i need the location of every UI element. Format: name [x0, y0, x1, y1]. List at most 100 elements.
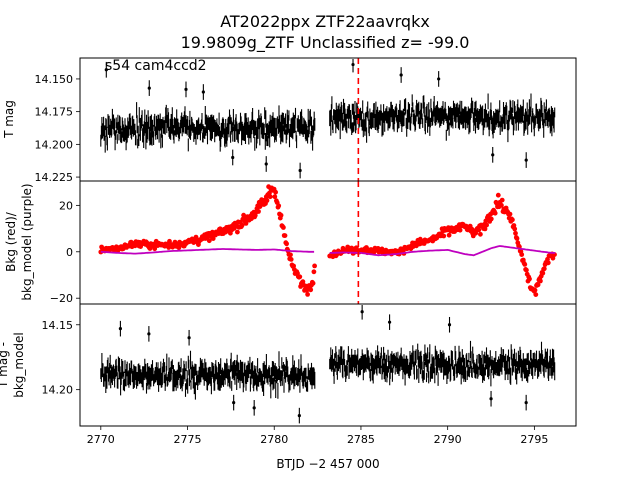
bkg-point [297, 274, 303, 280]
bkg-point [527, 276, 532, 282]
bkg-point [476, 227, 482, 233]
bkg-point [512, 226, 518, 232]
bkg-point [267, 194, 273, 200]
bkg-point [276, 203, 282, 209]
y-tick-label: 14.20 [42, 384, 74, 397]
bkg-point [291, 263, 296, 269]
bkg-points-segment-1 [98, 184, 317, 297]
bkg-point [499, 202, 504, 208]
outlier-point-marker [201, 90, 205, 94]
panel-top: 14.150 14.175 14.200 14.225 s54 cam4ccd2 T … [2, 57, 577, 184]
outlier-point-marker [524, 401, 528, 405]
panel-bottom: 14.15 14.20 2770 2775 2780 2785 2790 2795 T ma… [0, 303, 577, 471]
bottom-panel-frame [79, 303, 577, 427]
bkg-point [532, 287, 538, 293]
middle-panel-data [98, 184, 557, 297]
bkg-point [264, 198, 270, 203]
bkg-point [541, 266, 547, 272]
outlier-point-marker [351, 62, 355, 67]
bkg-point [278, 212, 284, 218]
bkg-point [273, 189, 278, 195]
bkg-point [379, 246, 385, 252]
bkg-point [513, 230, 518, 236]
outlier-point-marker [447, 323, 452, 327]
bkg-point [478, 231, 483, 237]
outlier-point-marker [387, 320, 392, 324]
bkg-point [499, 197, 505, 203]
x-axis-label: BTJD −2 457 000 [276, 457, 379, 471]
outlier-point-marker [184, 87, 188, 92]
y-tick-label: 14.15 [42, 319, 74, 332]
outlier-point-marker [147, 86, 151, 90]
bkg-point [545, 260, 551, 266]
x-tick-label: 2780 [260, 433, 288, 446]
y-tick-label: 14.175 [35, 106, 74, 119]
middle-panel-y-label: Bkg (red)/ bkg_model (purple) [4, 183, 34, 300]
outlier-point-marker [360, 310, 364, 314]
bkg-point [446, 232, 452, 238]
outlier-point-marker [489, 397, 493, 401]
bkg-point [533, 292, 539, 297]
data-errorbars-segment-2 [329, 93, 556, 143]
x-axis-ticks: 2770 2775 2780 2785 2790 2795 [87, 426, 548, 446]
data-errorbars-segment-2 [329, 340, 556, 387]
outlier-point-marker [399, 73, 403, 77]
outlier-point-marker [104, 68, 108, 72]
bkg-point [507, 211, 513, 217]
x-tick-label: 2775 [174, 433, 202, 446]
data-errorbars-segment-1 [100, 102, 316, 153]
bkg-point [312, 263, 317, 269]
bkg-point [305, 292, 310, 297]
y-tick-label: 20 [59, 199, 73, 212]
bkg-point [272, 194, 278, 200]
outlier-point-marker [187, 336, 191, 340]
bkg-point [538, 278, 543, 284]
outlier-point-marker [298, 168, 302, 173]
bkg-point [510, 217, 515, 223]
bkg-point [495, 192, 501, 198]
x-tick-label: 2790 [434, 433, 462, 446]
panel-middle: −20 0 20 Bkg (red)/ bkg_model (purple) [4, 180, 577, 305]
bkg-point [550, 255, 556, 261]
bottom-panel-data [100, 305, 556, 424]
top-panel-data [100, 59, 556, 179]
y-tick-label: 14.150 [35, 73, 74, 86]
outlier-point-marker [118, 327, 123, 331]
x-tick-label: 2785 [347, 433, 375, 446]
y-tick-label: −20 [50, 292, 73, 305]
bkg-point [311, 269, 317, 275]
bkg-point [288, 257, 294, 262]
outlier-point-marker [231, 155, 235, 160]
y-tick-label: 14.200 [35, 138, 74, 151]
bkg-point [206, 238, 212, 244]
bkg-point [235, 229, 240, 235]
bkg-point [484, 222, 489, 228]
bkg-point [308, 287, 314, 293]
outlier-point-marker [264, 162, 268, 166]
bkg-model-line-segment-1 [100, 248, 315, 255]
bkg-point [239, 222, 245, 228]
bkg-point [540, 270, 546, 276]
bkg-point [535, 282, 541, 288]
bkg-point [492, 210, 498, 216]
outlier-point-marker [297, 414, 301, 418]
y-tick-label: 0 [66, 246, 73, 259]
top-panel-annotation: s54 cam4ccd2 [105, 58, 207, 74]
bkg-model-line-segment-2 [329, 245, 556, 257]
bottom-panel-y-label-line-2: bkg_model [12, 332, 26, 398]
title-line-2: 19.9809g_ZTF Unclassified z= -99.0 [181, 33, 470, 53]
bkg-point [524, 267, 529, 273]
middle-panel-y-label-line-1: Bkg (red)/ [4, 211, 18, 272]
bkg-point [167, 238, 172, 244]
bkg-point [281, 225, 286, 230]
x-tick-label: 2770 [87, 433, 115, 446]
outlier-point-marker [524, 158, 528, 162]
outlier-point-marker [491, 153, 495, 157]
y-tick-label: 14.225 [35, 171, 74, 184]
x-tick-label: 2795 [520, 433, 548, 446]
bkg-point [519, 252, 525, 257]
bkg-point [514, 236, 520, 241]
bkg-points-segment-2 [327, 192, 557, 297]
bkg-point [488, 216, 494, 222]
